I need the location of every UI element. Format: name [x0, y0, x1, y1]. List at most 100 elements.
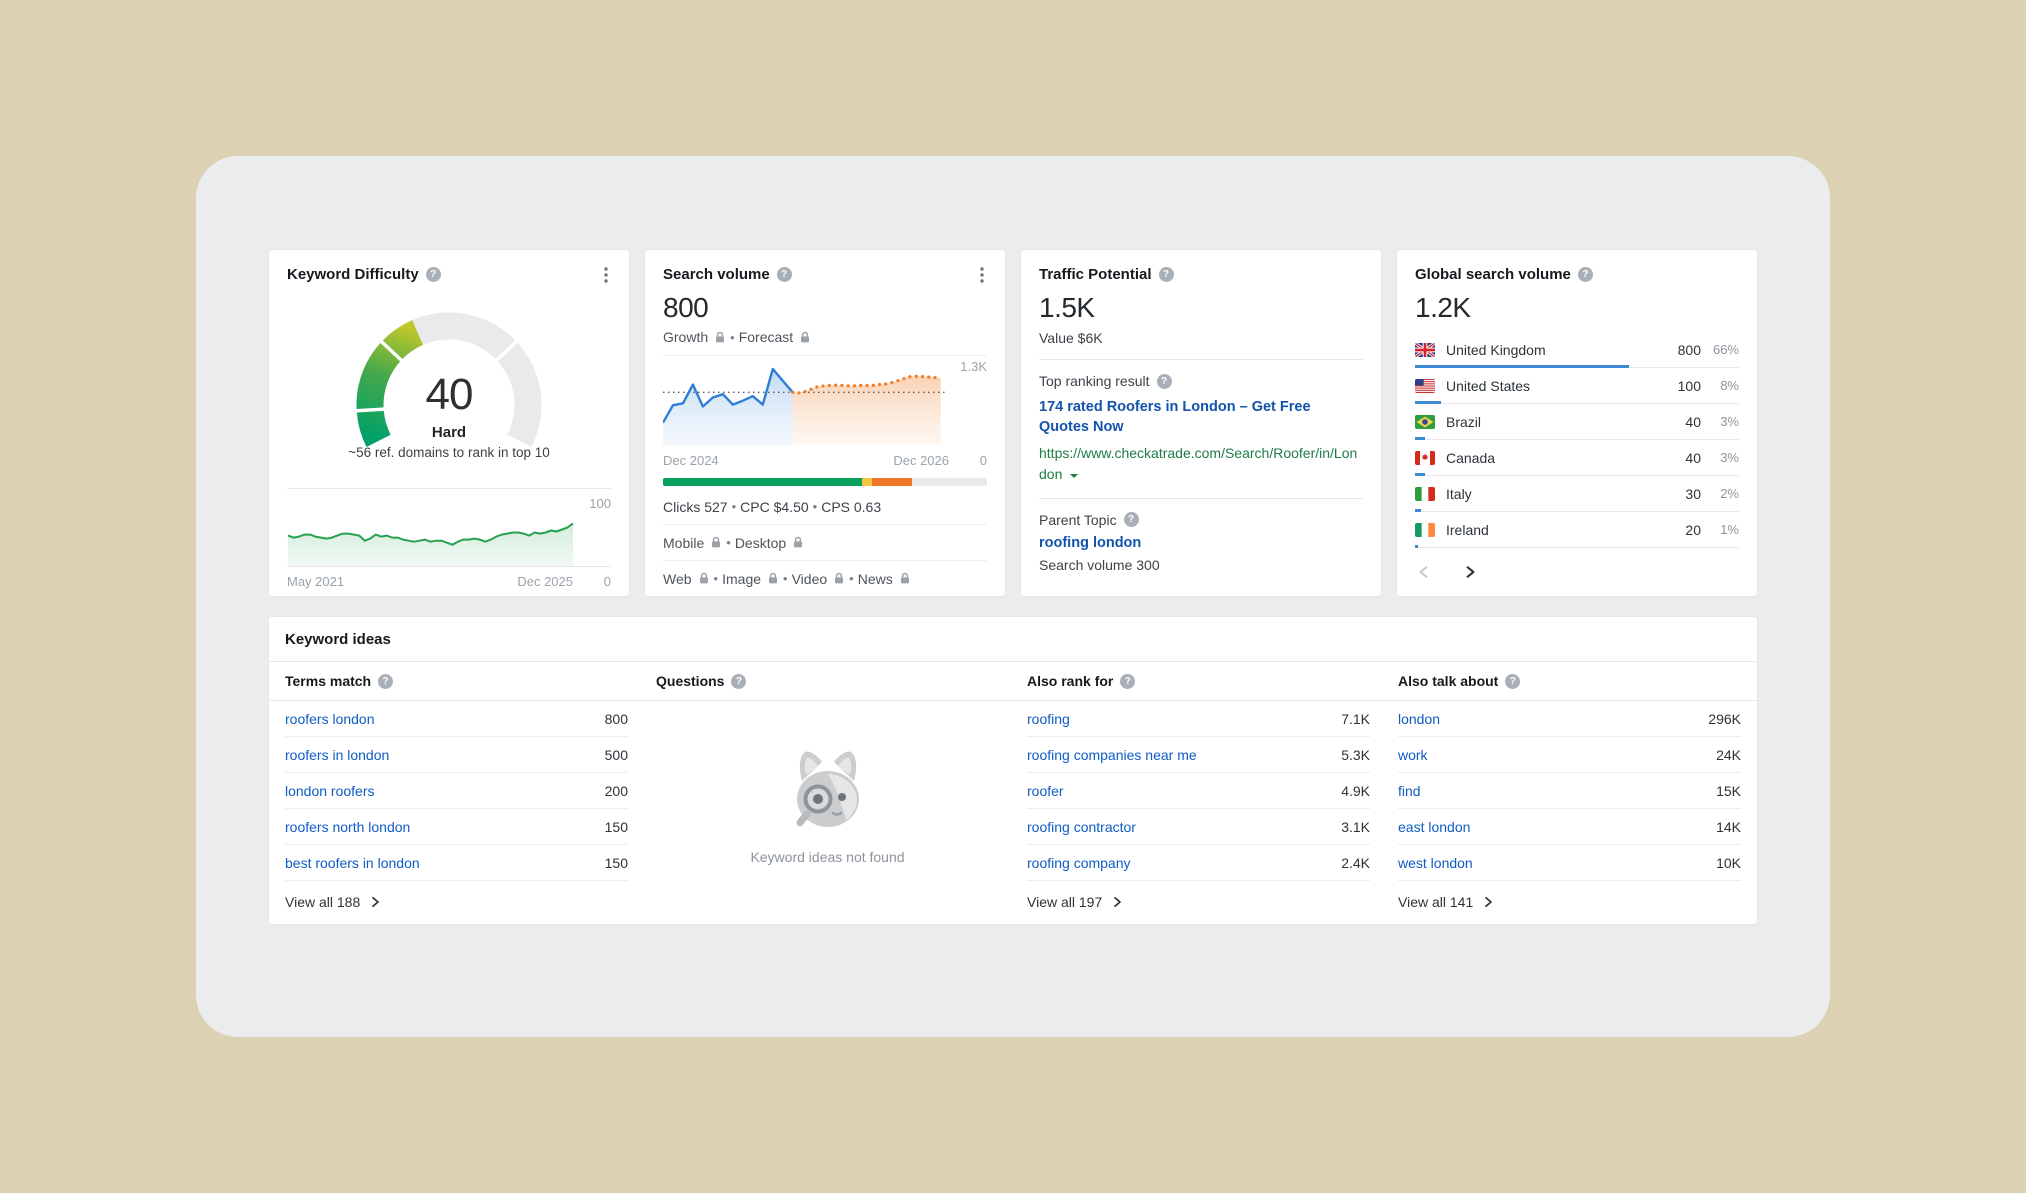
- kd-y-min-label: 0: [603, 574, 611, 589]
- parent-topic-link[interactable]: roofing london: [1039, 534, 1142, 551]
- country-percent: 1%: [1720, 522, 1739, 537]
- help-icon[interactable]: ?: [731, 673, 747, 689]
- chevron-right-icon: [372, 896, 380, 908]
- bullet-separator: •: [849, 571, 854, 587]
- keyword-volume: 15K: [1716, 782, 1741, 799]
- help-icon[interactable]: ?: [378, 673, 394, 689]
- keyword-ideas-header-row: Terms match? Questions? Also rank for? Also…: [269, 662, 1757, 701]
- keyword-link[interactable]: west london: [1398, 854, 1473, 871]
- kd-history-chart: 100 May 2021 Dec 2025 0: [287, 488, 611, 596]
- column-header-also-rank-for: Also rank for?: [1027, 662, 1370, 700]
- keyword-link[interactable]: roofing company: [1027, 854, 1131, 871]
- country-percent: 2%: [1720, 486, 1739, 501]
- kebab-menu-icon[interactable]: [973, 266, 991, 284]
- search-volume-title: Search volume: [663, 266, 770, 283]
- country-percent: 8%: [1720, 378, 1739, 393]
- video-locked-toggle[interactable]: Video: [792, 571, 846, 587]
- kd-x-start-label: May 2021: [287, 574, 345, 589]
- help-icon[interactable]: ?: [425, 267, 441, 282]
- sv-y-min-label: 0: [979, 452, 987, 468]
- column-terms-match: roofers london 800 roofers in london 500 lon…: [285, 701, 628, 910]
- top-ranking-url[interactable]: https://www.checkatrade.com/Search/Roofe…: [1039, 444, 1358, 482]
- global-search-volume-value: 1.2K: [1415, 292, 1471, 323]
- clicks-stat: Clicks 527: [663, 498, 728, 515]
- column-header-label: Terms match: [285, 673, 372, 689]
- keyword-link[interactable]: roofers north london: [285, 818, 411, 835]
- help-icon[interactable]: ?: [776, 267, 792, 282]
- keyword-ideas-title: Keyword ideas: [269, 617, 1757, 662]
- keyword-link[interactable]: work: [1398, 746, 1428, 763]
- keyword-row: roofing companies near me 5.3K: [1027, 737, 1370, 773]
- bullet-separator: •: [713, 571, 719, 587]
- country-share-bar: [1415, 437, 1425, 440]
- keyword-row: best roofers in london 150: [285, 845, 628, 881]
- country-name: Brazil: [1446, 413, 1482, 430]
- top-ranking-result-link[interactable]: 174 rated Roofers in London – Get Free Q…: [1039, 399, 1311, 436]
- flag-ca-icon: [1415, 450, 1435, 465]
- view-all-link[interactable]: View all 141: [1398, 894, 1741, 910]
- global-search-volume-title: Global search volume: [1415, 266, 1571, 283]
- help-icon[interactable]: ?: [1123, 512, 1139, 528]
- caret-down-icon[interactable]: [1069, 473, 1079, 479]
- keyword-link[interactable]: london roofers: [285, 782, 375, 799]
- kebab-menu-icon[interactable]: [597, 266, 615, 284]
- keyword-volume: 4.9K: [1341, 782, 1370, 799]
- kd-gauge-arc: [354, 312, 542, 447]
- clicks-segment-organic: [663, 478, 863, 487]
- help-icon[interactable]: ?: [1505, 673, 1521, 689]
- view-all-link[interactable]: View all 197: [1027, 894, 1370, 910]
- country-row: Brazil 40 3%: [1415, 404, 1739, 440]
- keyword-link[interactable]: roofers london: [285, 710, 375, 727]
- empty-state: Keyword ideas not found: [656, 701, 999, 910]
- keyword-link[interactable]: london: [1398, 710, 1441, 727]
- keyword-volume: 2.4K: [1341, 854, 1370, 871]
- view-all-label: View all 188: [285, 894, 361, 910]
- keyword-link[interactable]: east london: [1398, 818, 1471, 835]
- column-also-talk-about: london 296K work 24K find 15K east london 14K we…: [1398, 701, 1741, 910]
- web-locked-toggle[interactable]: Web: [663, 571, 710, 587]
- bullet-separator: •: [730, 329, 735, 345]
- bullet-separator: •: [726, 535, 731, 551]
- help-icon[interactable]: ?: [1577, 267, 1593, 282]
- image-locked-toggle[interactable]: Image: [722, 571, 779, 587]
- country-share-bar: [1415, 545, 1419, 548]
- keyword-row: work 24K: [1398, 737, 1741, 773]
- keyword-link[interactable]: best roofers in london: [285, 854, 420, 871]
- keyword-link[interactable]: roofers in london: [285, 746, 390, 763]
- keyword-row: roofing 7.1K: [1027, 701, 1370, 737]
- keyword-row: west london 10K: [1398, 845, 1741, 881]
- mobile-locked-toggle[interactable]: Mobile: [663, 535, 722, 551]
- lock-icon: [899, 572, 911, 585]
- keyword-link[interactable]: roofing: [1027, 710, 1070, 727]
- keyword-link[interactable]: roofer: [1027, 782, 1064, 799]
- keyword-link[interactable]: find: [1398, 782, 1421, 799]
- country-volume: 20: [1685, 521, 1701, 538]
- chevron-right-icon: [1114, 896, 1122, 908]
- country-row: Canada 40 3%: [1415, 440, 1739, 476]
- flag-it-icon: [1415, 486, 1435, 501]
- forecast-locked-toggle[interactable]: Forecast: [739, 329, 811, 345]
- clicks-segment-other: [871, 478, 913, 487]
- country-percent: 3%: [1720, 450, 1739, 465]
- keyword-row: roofer 4.9K: [1027, 773, 1370, 809]
- lock-icon: [714, 331, 726, 344]
- column-header-also-talk-about: Also talk about?: [1398, 662, 1741, 700]
- column-header-label: Questions: [656, 673, 725, 689]
- pagination-next-button[interactable]: [1461, 563, 1479, 581]
- growth-locked-toggle[interactable]: Growth: [663, 329, 726, 345]
- help-icon[interactable]: ?: [1156, 373, 1172, 389]
- kd-difficulty-label: Hard: [431, 424, 467, 441]
- desktop-locked-toggle[interactable]: Desktop: [735, 535, 804, 551]
- search-volume-chart: 1.3K: [663, 355, 987, 446]
- help-icon[interactable]: ?: [1120, 673, 1136, 689]
- news-locked-toggle[interactable]: News: [858, 571, 911, 587]
- lock-icon: [767, 572, 779, 585]
- view-all-link[interactable]: View all 188: [285, 894, 628, 910]
- flag-ie-icon: [1415, 522, 1435, 537]
- country-share-bar: [1415, 365, 1629, 368]
- keyword-volume: 24K: [1716, 746, 1741, 763]
- keyword-link[interactable]: roofing companies near me: [1027, 746, 1197, 763]
- keyword-link[interactable]: roofing contractor: [1027, 818, 1136, 835]
- help-icon[interactable]: ?: [1158, 267, 1174, 282]
